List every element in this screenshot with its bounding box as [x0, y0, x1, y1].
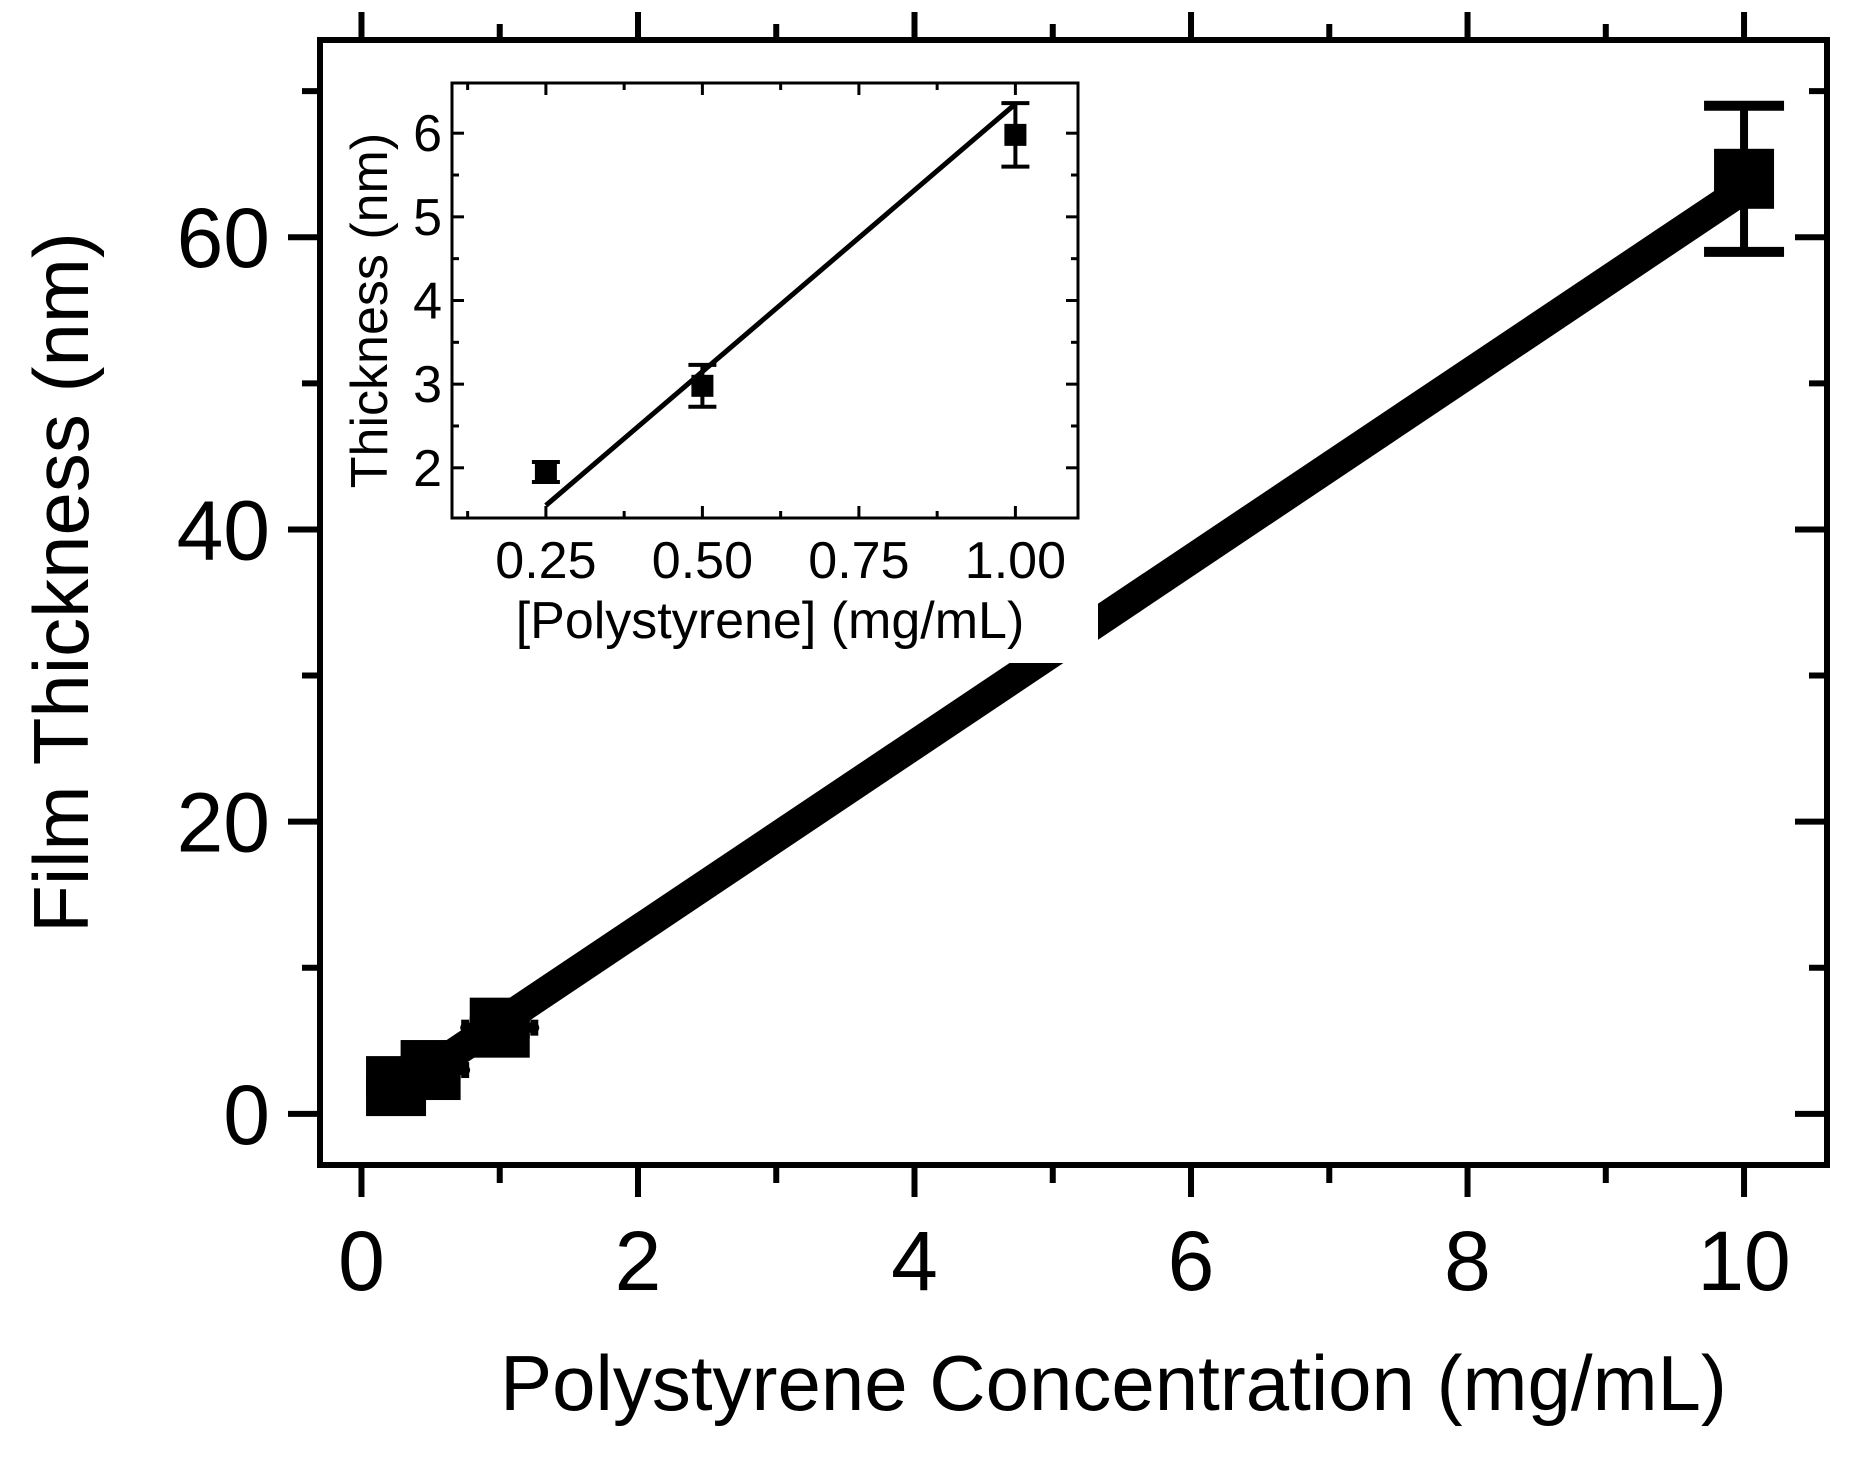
main-y-tick-label-1: 20 [177, 776, 270, 870]
main-data-point-2 [460, 997, 540, 1058]
inset-x-tick-label-3: 1.00 [965, 532, 1066, 590]
inset-x-tick-label-0: 0.25 [495, 532, 596, 590]
inset-chart: 0.25 0.50 0.75 1.00 2 3 4 5 6 [Polystyrene] (mg/m… [332, 73, 1098, 663]
inset-fit-line-0 [544, 102, 1018, 508]
inset-data-point-0 [531, 459, 560, 485]
inset-y-tick-label-4: 6 [413, 105, 442, 163]
main-x-axis-title: Polystyrene Concentration (mg/mL) [500, 1339, 1727, 1427]
main-x-tick-label-3: 6 [1168, 1214, 1215, 1308]
inset-background [332, 73, 1098, 663]
inset-x-tick-label-2: 0.75 [808, 532, 909, 590]
main-data-point-3 [1704, 100, 1785, 257]
inset-y-tick-label-3: 5 [413, 189, 442, 247]
main-plot-frame [317, 37, 1830, 1168]
inset-y-tick-label-2: 4 [413, 273, 442, 331]
inset-marker-0 [534, 460, 557, 483]
main-marker-1 [400, 1040, 461, 1101]
main-data-point-1 [391, 1040, 471, 1101]
main-x-tick-label-2: 4 [891, 1214, 938, 1308]
inset-y-tick-label-0: 2 [413, 440, 442, 498]
inset-data-point-1 [688, 362, 717, 409]
inset-x-tick-label-1: 0.50 [652, 532, 753, 590]
main-y-tick-label-2: 40 [177, 483, 270, 577]
main-y-axis-title: Film Thickness (nm) [17, 232, 105, 933]
main-x-tick-label-5: 10 [1697, 1214, 1790, 1308]
inset-data-point-2 [1001, 101, 1030, 169]
inset-x-axis-title: [Polystyrene] (mg/mL) [516, 592, 1025, 650]
inset-y-tick-label-1: 3 [413, 356, 442, 414]
main-marker-2 [469, 997, 530, 1058]
inset-marker-2 [1004, 123, 1027, 146]
inset-y-axis-title: Thickness (nm) [341, 133, 399, 488]
inset-marker-1 [691, 374, 714, 397]
main-x-tick-label-1: 2 [615, 1214, 662, 1308]
main-x-tick-label-4: 8 [1444, 1214, 1491, 1308]
main-chart: 0 2 4 6 8 10 0 20 40 60 Polystyrene Concentration … [17, 12, 1830, 1427]
main-marker-3 [1714, 148, 1775, 209]
main-y-tick-label-0: 0 [223, 1068, 270, 1162]
main-y-tick-label-3: 60 [177, 191, 270, 285]
main-x-tick-label-0: 0 [338, 1214, 385, 1308]
